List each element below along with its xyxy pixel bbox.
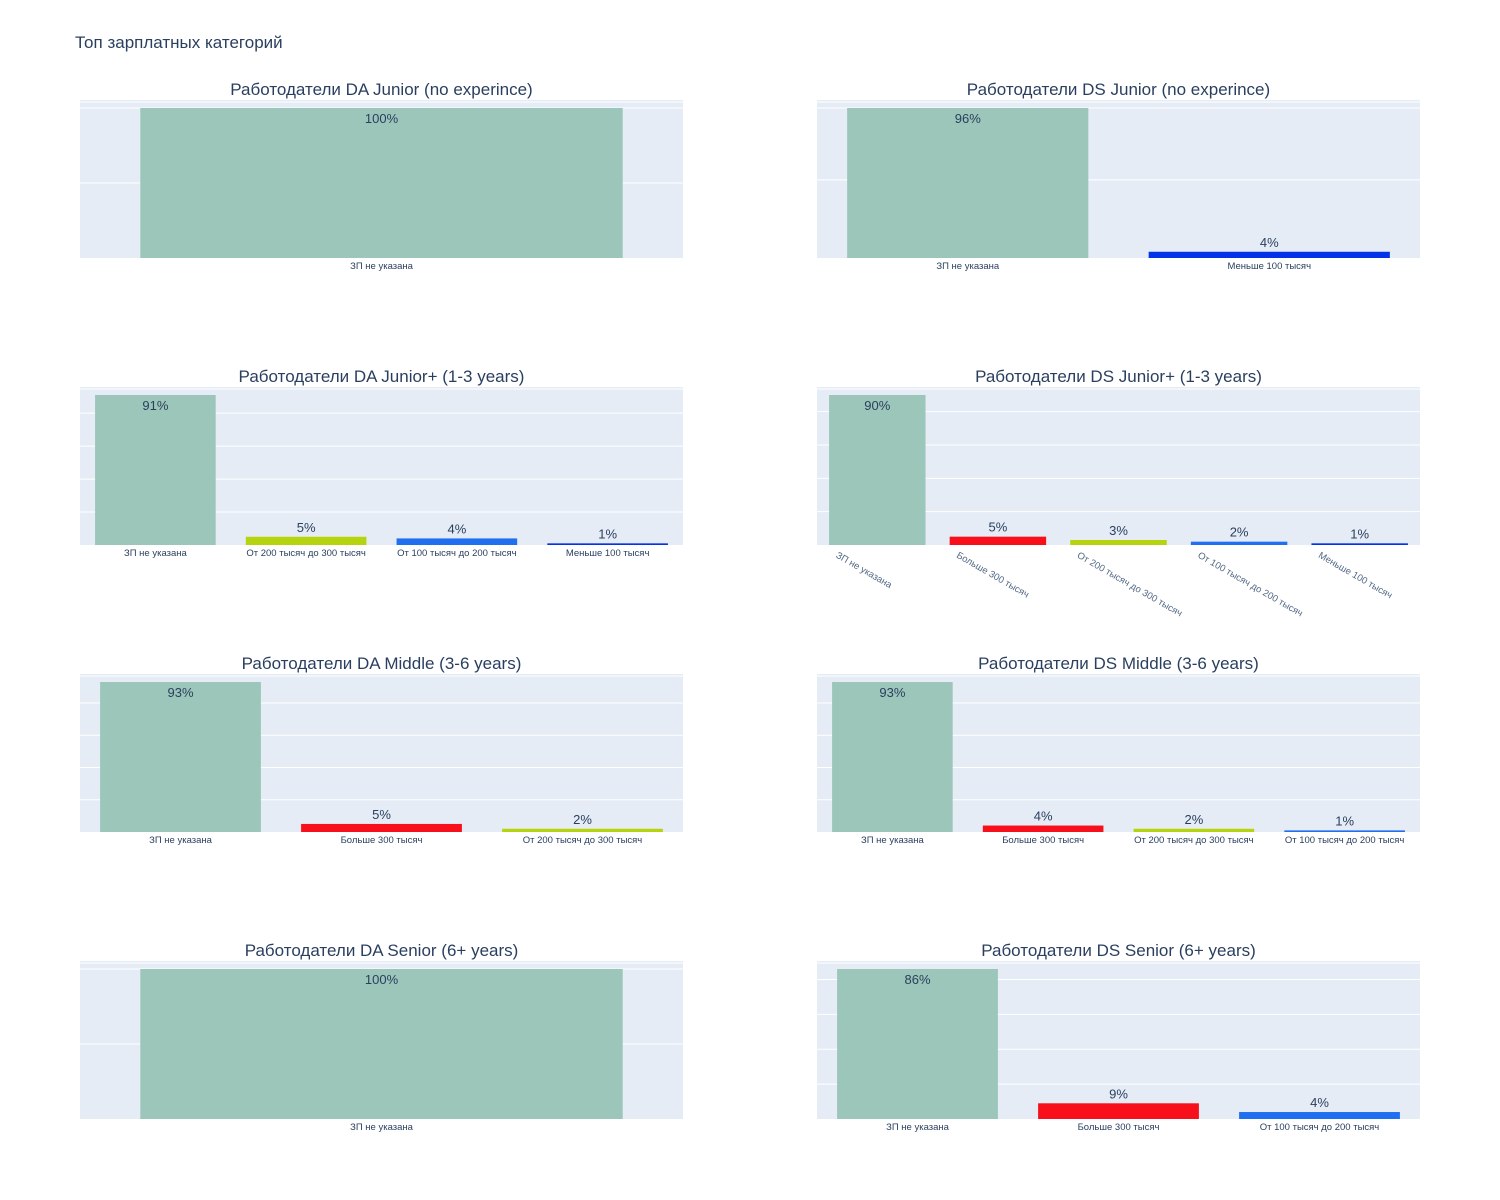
data-label: 100%	[365, 972, 399, 987]
bar	[502, 828, 663, 832]
subplot-title: Работодатели DS Junior+ (1-3 years)	[975, 367, 1262, 386]
bar	[829, 395, 926, 545]
subplot-7: Работодатели DA Senior (6+ years) 100% ЗП …	[80, 941, 683, 1133]
x-tick-label: От 200 тысяч до 300 тысяч	[1075, 550, 1184, 619]
data-label: 100%	[365, 111, 399, 126]
bar	[301, 823, 462, 832]
data-label: 5%	[297, 520, 316, 535]
bar	[949, 536, 1047, 545]
subplot-title: Работодатели DS Senior (6+ years)	[981, 941, 1256, 960]
bar	[245, 536, 367, 545]
x-tick-label: ЗП не указана	[149, 835, 213, 846]
x-tick-label: Меньше 100 тысяч	[566, 548, 650, 559]
x-tick-label: Больше 300 тысяч	[341, 835, 423, 846]
x-tick-label: Больше 300 тысяч	[1078, 1122, 1160, 1133]
bar	[847, 108, 1089, 258]
subplot-title: Работодатели DA Junior+ (1-3 years)	[239, 367, 525, 386]
bar	[1038, 1103, 1199, 1119]
data-label: 4%	[1034, 809, 1053, 824]
bar	[832, 682, 953, 832]
x-tick-label: ЗП не указана	[124, 548, 188, 559]
subplot-8: Работодатели DS Senior (6+ years) 86% ЗП н…	[817, 941, 1420, 1133]
bar	[1190, 541, 1288, 545]
data-label: 96%	[955, 111, 981, 126]
data-label: 5%	[989, 520, 1008, 535]
data-label: 9%	[1109, 1086, 1128, 1101]
subplot-5: Работодатели DA Middle (3-6 years) 93% ЗП …	[80, 654, 683, 846]
data-label: 1%	[1335, 813, 1354, 828]
data-label: 91%	[142, 398, 168, 413]
x-tick-label: От 200 тысяч до 300 тысяч	[1134, 835, 1254, 846]
figure-title: Топ зарплатных категорий	[75, 33, 283, 52]
x-tick-label: От 200 тысяч до 300 тысяч	[523, 835, 643, 846]
subplot-3: Работодатели DA Junior+ (1-3 years) 91% ЗП…	[80, 367, 683, 559]
subplot-title: Работодатели DA Middle (3-6 years)	[242, 654, 522, 673]
subplot-2: Работодатели DS Junior (no experince) 96%…	[817, 80, 1420, 272]
subplot-6: Работодатели DS Middle (3-6 years) 93% ЗП …	[817, 654, 1420, 846]
bar	[1284, 830, 1405, 832]
data-label: 93%	[879, 685, 905, 700]
subplot-title: Работодатели DS Middle (3-6 years)	[978, 654, 1259, 673]
data-label: 2%	[1230, 525, 1249, 540]
bar	[1148, 251, 1390, 258]
subplot-title: Работодатели DA Junior (no experince)	[230, 80, 532, 99]
x-tick-label: ЗП не указана	[936, 261, 1000, 272]
subplot-title: Работодатели DA Senior (6+ years)	[245, 941, 519, 960]
data-label: 4%	[1310, 1095, 1329, 1110]
bar	[837, 969, 998, 1119]
bar	[1070, 540, 1167, 545]
subplot-4: Работодатели DS Junior+ (1-3 years) 90% ЗП…	[817, 367, 1420, 619]
data-label: 2%	[1184, 812, 1203, 827]
bar	[1239, 1112, 1400, 1119]
x-tick-label: Меньше 100 тысяч	[1227, 261, 1311, 272]
bar	[140, 969, 623, 1119]
subplot-1: Работодатели DA Junior (no experince) 100…	[80, 80, 683, 272]
bar	[100, 682, 261, 832]
bar	[95, 395, 216, 545]
x-tick-label: От 200 тысяч до 300 тысяч	[246, 548, 366, 559]
x-tick-label: От 100 тысяч до 200 тысяч	[1260, 1122, 1380, 1133]
x-tick-label: ЗП не указана	[886, 1122, 950, 1133]
data-label: 4%	[447, 521, 466, 536]
data-label: 1%	[1350, 526, 1369, 541]
x-tick-label: Больше 300 тысяч	[954, 550, 1030, 600]
bar	[982, 825, 1104, 832]
data-label: 90%	[864, 398, 890, 413]
x-tick-label: ЗП не указана	[861, 835, 925, 846]
data-label: 2%	[573, 812, 592, 827]
subplot-title: Работодатели DS Junior (no experince)	[967, 80, 1270, 99]
bar	[547, 543, 668, 545]
x-tick-label: Больше 300 тысяч	[1002, 835, 1084, 846]
data-label: 1%	[598, 526, 617, 541]
x-tick-label: Меньше 100 тысяч	[1316, 550, 1394, 601]
bar	[140, 108, 623, 258]
data-label: 4%	[1260, 235, 1279, 250]
data-label: 5%	[372, 807, 391, 822]
bar	[396, 538, 518, 545]
x-tick-label: ЗП не указана	[350, 261, 414, 272]
bar	[1311, 543, 1408, 545]
data-label: 93%	[167, 685, 193, 700]
bar	[1133, 828, 1255, 832]
x-tick-label: ЗП не указана	[834, 550, 895, 591]
x-tick-label: ЗП не указана	[350, 1122, 414, 1133]
x-tick-label: От 100 тысяч до 200 тысяч	[1285, 835, 1405, 846]
x-tick-label: От 100 тысяч до 200 тысяч	[397, 548, 517, 559]
data-label: 86%	[904, 972, 930, 987]
data-label: 3%	[1109, 523, 1128, 538]
x-tick-label: От 100 тысяч до 200 тысяч	[1196, 550, 1305, 619]
